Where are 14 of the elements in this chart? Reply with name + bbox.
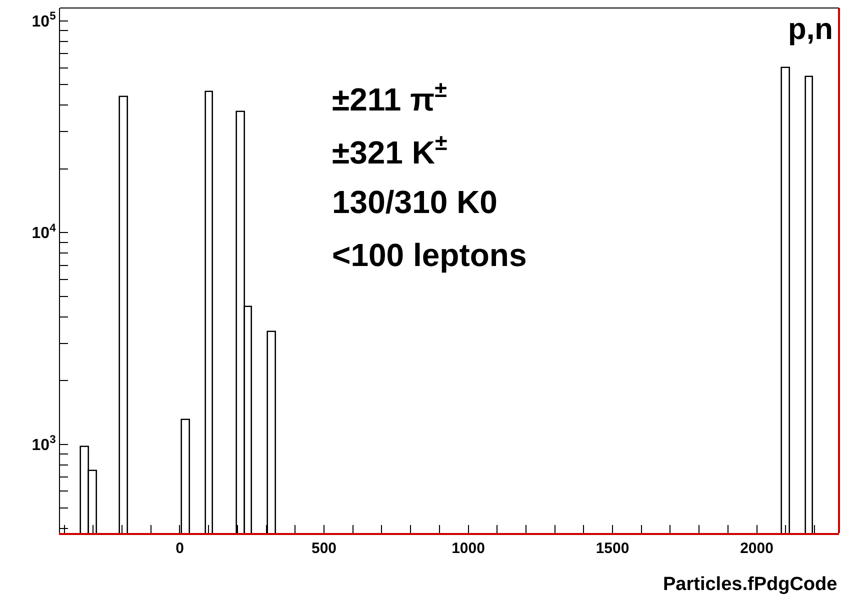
x-tick-label: 1000 [452, 540, 485, 557]
annotation: ±211 π$^{±}$ [332, 77, 447, 118]
x-tick-label: 1500 [596, 540, 630, 557]
annotation: ±321 K$^{±}$ [332, 130, 448, 170]
annotation: <100 leptons [332, 237, 527, 273]
y-tick-label: 10$^{4}$ [32, 222, 57, 242]
annotation: 130/310 K0 [332, 184, 498, 220]
x-tick-label: 500 [311, 540, 337, 557]
annotation: p,n [788, 13, 833, 46]
x-axis-title: Particles.fPdgCode [663, 574, 838, 595]
y-tick-label: 10$^{3}$ [32, 434, 56, 454]
x-tick-label: 0 [176, 540, 184, 557]
y-tick-label: 10$^{5}$ [32, 10, 56, 30]
x-tick-label: 2000 [740, 540, 774, 557]
